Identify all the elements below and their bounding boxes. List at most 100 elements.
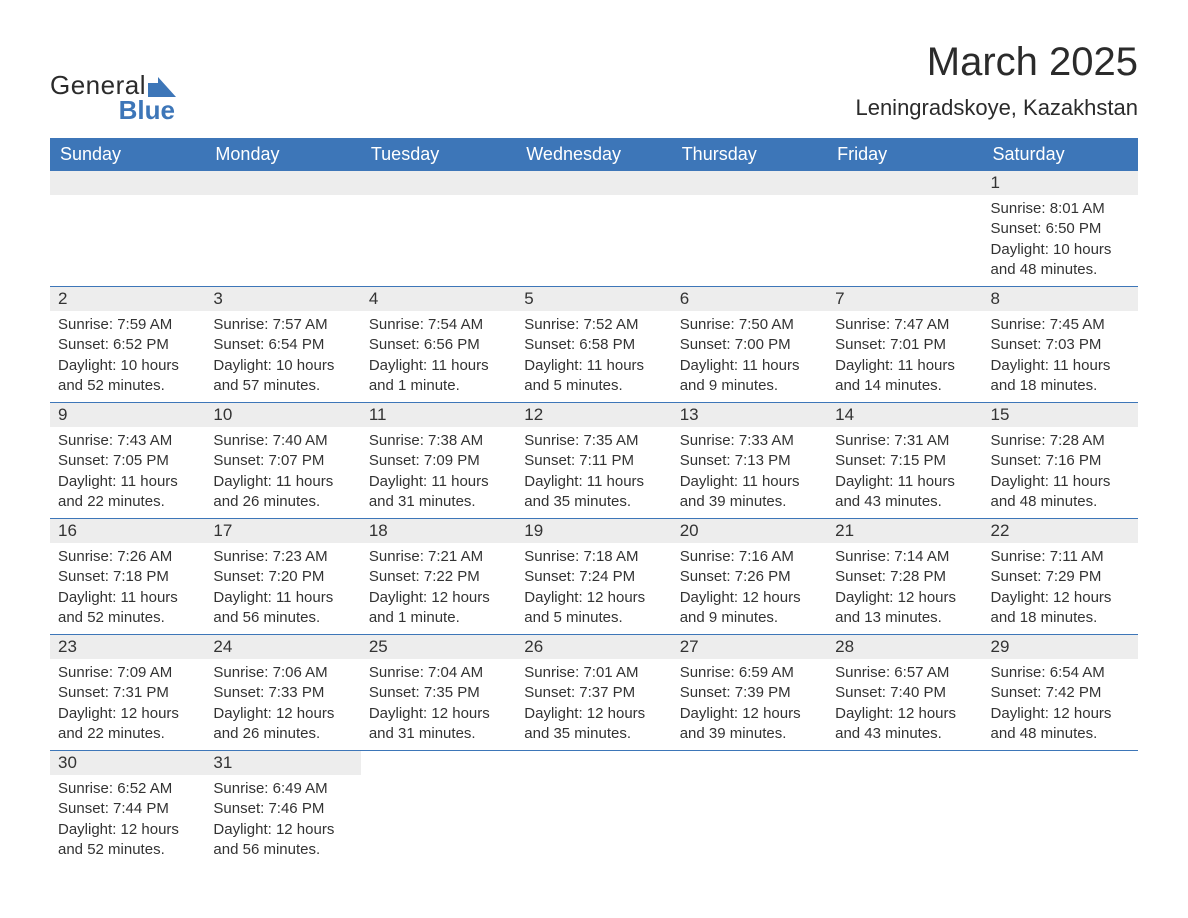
- day-number-cell: [827, 171, 982, 195]
- day-detail-cell: Sunrise: 7:47 AMSunset: 7:01 PMDaylight:…: [827, 311, 982, 403]
- day-number-cell: [672, 751, 827, 776]
- sunrise-text: Sunrise: 7:45 AM: [991, 315, 1130, 335]
- day-number-cell: 10: [205, 403, 360, 428]
- sunset-text: Sunset: 7:24 PM: [524, 567, 663, 587]
- sunset-text: Sunset: 7:37 PM: [524, 683, 663, 703]
- sunset-text: Sunset: 7:44 PM: [58, 799, 197, 819]
- week-daynum-row: 9101112131415: [50, 403, 1138, 428]
- sunset-text: Sunset: 7:20 PM: [213, 567, 352, 587]
- sunset-text: Sunset: 7:15 PM: [835, 451, 974, 471]
- day-detail-cell: Sunrise: 6:57 AMSunset: 7:40 PMDaylight:…: [827, 659, 982, 751]
- day-number-cell: 7: [827, 287, 982, 312]
- daylight-text-1: Daylight: 10 hours: [213, 356, 352, 376]
- day-detail-cell: Sunrise: 6:52 AMSunset: 7:44 PMDaylight:…: [50, 775, 205, 866]
- day-number-cell: [983, 751, 1138, 776]
- daylight-text-1: Daylight: 12 hours: [58, 820, 197, 840]
- daylight-text-2: and 5 minutes.: [524, 376, 663, 396]
- daylight-text-1: Daylight: 11 hours: [991, 356, 1130, 376]
- day-number-cell: 20: [672, 519, 827, 544]
- sunset-text: Sunset: 6:50 PM: [991, 219, 1130, 239]
- day-number-cell: 12: [516, 403, 671, 428]
- day-detail-cell: Sunrise: 7:04 AMSunset: 7:35 PMDaylight:…: [361, 659, 516, 751]
- day-number-cell: [361, 171, 516, 195]
- day-detail-cell: Sunrise: 7:50 AMSunset: 7:00 PMDaylight:…: [672, 311, 827, 403]
- sunrise-text: Sunrise: 7:47 AM: [835, 315, 974, 335]
- sunset-text: Sunset: 7:05 PM: [58, 451, 197, 471]
- daylight-text-1: Daylight: 10 hours: [991, 240, 1130, 260]
- day-detail-cell: [361, 775, 516, 866]
- day-detail-cell: Sunrise: 7:45 AMSunset: 7:03 PMDaylight:…: [983, 311, 1138, 403]
- daylight-text-1: Daylight: 11 hours: [835, 356, 974, 376]
- sunrise-text: Sunrise: 7:35 AM: [524, 431, 663, 451]
- sunrise-text: Sunrise: 7:57 AM: [213, 315, 352, 335]
- day-number-cell: 17: [205, 519, 360, 544]
- title-block: March 2025 Leningradskoye, Kazakhstan: [855, 40, 1138, 121]
- daylight-text-2: and 18 minutes.: [991, 376, 1130, 396]
- daylight-text-1: Daylight: 11 hours: [680, 356, 819, 376]
- daylight-text-2: and 48 minutes.: [991, 724, 1130, 744]
- daylight-text-1: Daylight: 12 hours: [835, 588, 974, 608]
- day-number-cell: 6: [672, 287, 827, 312]
- week-detail-row: Sunrise: 7:43 AMSunset: 7:05 PMDaylight:…: [50, 427, 1138, 519]
- day-number-cell: 30: [50, 751, 205, 776]
- daylight-text-2: and 18 minutes.: [991, 608, 1130, 628]
- sunset-text: Sunset: 7:22 PM: [369, 567, 508, 587]
- day-detail-cell: Sunrise: 7:43 AMSunset: 7:05 PMDaylight:…: [50, 427, 205, 519]
- day-number-cell: 28: [827, 635, 982, 660]
- day-number-cell: [205, 171, 360, 195]
- day-number-cell: 22: [983, 519, 1138, 544]
- day-detail-cell: [827, 775, 982, 866]
- sunrise-text: Sunrise: 7:54 AM: [369, 315, 508, 335]
- day-number-cell: 19: [516, 519, 671, 544]
- sunset-text: Sunset: 7:39 PM: [680, 683, 819, 703]
- day-number-cell: [50, 171, 205, 195]
- day-number-cell: 29: [983, 635, 1138, 660]
- day-detail-cell: Sunrise: 7:31 AMSunset: 7:15 PMDaylight:…: [827, 427, 982, 519]
- daylight-text-2: and 1 minute.: [369, 376, 508, 396]
- daylight-text-1: Daylight: 11 hours: [524, 472, 663, 492]
- sunrise-text: Sunrise: 6:59 AM: [680, 663, 819, 683]
- day-header-row: Sunday Monday Tuesday Wednesday Thursday…: [50, 138, 1138, 171]
- logo: General Blue: [50, 70, 176, 126]
- sunset-text: Sunset: 7:07 PM: [213, 451, 352, 471]
- day-detail-cell: [516, 775, 671, 866]
- sunset-text: Sunset: 7:46 PM: [213, 799, 352, 819]
- day-number-cell: 8: [983, 287, 1138, 312]
- sunset-text: Sunset: 6:58 PM: [524, 335, 663, 355]
- day-number-cell: 11: [361, 403, 516, 428]
- sunrise-text: Sunrise: 6:49 AM: [213, 779, 352, 799]
- day-number-cell: [827, 751, 982, 776]
- day-detail-cell: Sunrise: 7:59 AMSunset: 6:52 PMDaylight:…: [50, 311, 205, 403]
- daylight-text-1: Daylight: 12 hours: [369, 588, 508, 608]
- month-title: March 2025: [855, 40, 1138, 85]
- day-detail-cell: Sunrise: 6:49 AMSunset: 7:46 PMDaylight:…: [205, 775, 360, 866]
- day-number-cell: 1: [983, 171, 1138, 195]
- daylight-text-2: and 22 minutes.: [58, 492, 197, 512]
- day-number-cell: 5: [516, 287, 671, 312]
- day-number-cell: 15: [983, 403, 1138, 428]
- week-daynum-row: 2345678: [50, 287, 1138, 312]
- sunset-text: Sunset: 7:18 PM: [58, 567, 197, 587]
- daylight-text-1: Daylight: 12 hours: [58, 704, 197, 724]
- week-daynum-row: 3031: [50, 751, 1138, 776]
- sunset-text: Sunset: 7:00 PM: [680, 335, 819, 355]
- day-number-cell: 3: [205, 287, 360, 312]
- sunrise-text: Sunrise: 7:21 AM: [369, 547, 508, 567]
- day-detail-cell: Sunrise: 7:52 AMSunset: 6:58 PMDaylight:…: [516, 311, 671, 403]
- day-number-cell: 9: [50, 403, 205, 428]
- daylight-text-2: and 13 minutes.: [835, 608, 974, 628]
- day-detail-cell: Sunrise: 6:54 AMSunset: 7:42 PMDaylight:…: [983, 659, 1138, 751]
- sunrise-text: Sunrise: 7:11 AM: [991, 547, 1130, 567]
- day-number-cell: 21: [827, 519, 982, 544]
- sunrise-text: Sunrise: 7:38 AM: [369, 431, 508, 451]
- daylight-text-1: Daylight: 12 hours: [835, 704, 974, 724]
- daylight-text-1: Daylight: 12 hours: [680, 588, 819, 608]
- day-detail-cell: [516, 195, 671, 287]
- daylight-text-1: Daylight: 11 hours: [213, 588, 352, 608]
- daylight-text-2: and 52 minutes.: [58, 840, 197, 860]
- daylight-text-2: and 9 minutes.: [680, 608, 819, 628]
- sunrise-text: Sunrise: 6:54 AM: [991, 663, 1130, 683]
- sunrise-text: Sunrise: 7:33 AM: [680, 431, 819, 451]
- day-number-cell: 18: [361, 519, 516, 544]
- sunrise-text: Sunrise: 7:09 AM: [58, 663, 197, 683]
